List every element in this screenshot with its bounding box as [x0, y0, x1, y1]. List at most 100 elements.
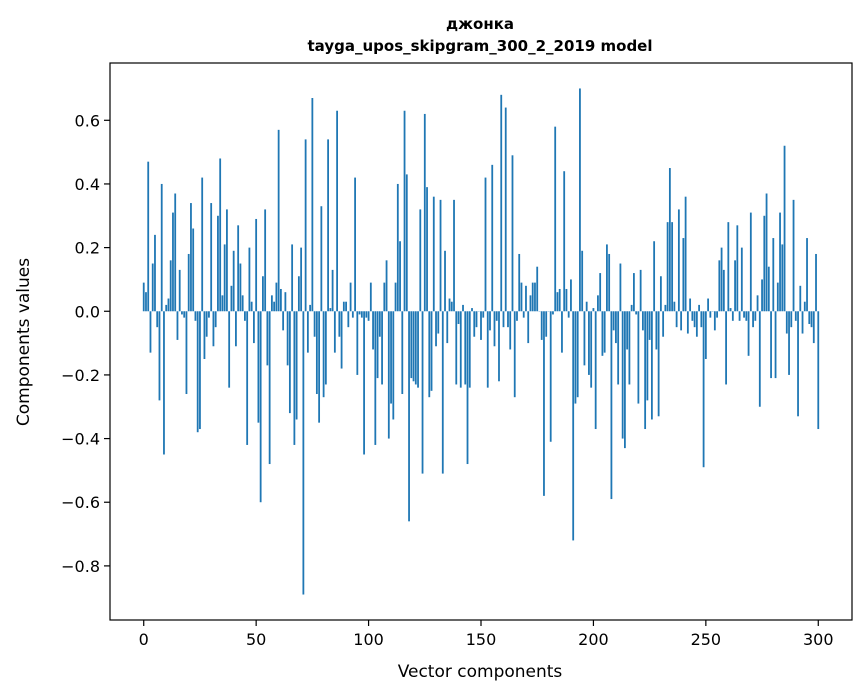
bar: [300, 247, 303, 312]
bar: [399, 241, 401, 312]
bar: [495, 311, 498, 321]
bar: [426, 187, 428, 312]
bar: [282, 311, 285, 331]
bar: [594, 311, 597, 430]
bar: [662, 311, 665, 337]
bar: [435, 311, 437, 347]
bar: [489, 311, 491, 331]
bar: [756, 295, 759, 312]
bar: [264, 209, 267, 312]
bar: [259, 311, 262, 503]
bar: [783, 145, 786, 312]
bar: [545, 311, 548, 337]
bar: [318, 311, 321, 423]
bar: [646, 311, 649, 401]
bar: [302, 311, 305, 595]
bar: [230, 285, 233, 312]
bar: [187, 253, 190, 312]
bar: [396, 183, 399, 312]
bar: [219, 158, 222, 312]
bar: [181, 311, 183, 315]
bar: [250, 301, 253, 312]
bar: [329, 308, 332, 312]
y-tick-label: 0.0: [75, 302, 100, 321]
bar: [509, 311, 512, 350]
bar: [630, 304, 633, 312]
bar: [536, 266, 539, 312]
bar: [147, 161, 150, 312]
bar: [608, 253, 611, 312]
bar: [666, 222, 669, 312]
bar: [725, 311, 727, 385]
bar: [590, 311, 593, 388]
bar: [295, 311, 298, 420]
bar: [695, 311, 698, 337]
bar: [462, 304, 464, 312]
bar: [450, 301, 453, 312]
bar: [320, 206, 323, 312]
bar: [621, 311, 624, 439]
bar: [217, 215, 219, 312]
bar: [372, 311, 374, 350]
bar: [543, 311, 545, 496]
bar: [648, 311, 651, 340]
bar: [403, 110, 406, 312]
bar: [183, 311, 186, 318]
bar: [518, 253, 521, 312]
bar: [268, 311, 271, 465]
bar: [190, 203, 192, 312]
bar: [781, 244, 784, 312]
bar: [765, 193, 768, 312]
bar: [700, 311, 703, 328]
bar: [327, 139, 329, 312]
bar: [376, 311, 379, 379]
bar: [158, 311, 161, 401]
bar: [502, 311, 505, 328]
bar: [810, 311, 813, 328]
bar: [684, 196, 687, 312]
y-tick-label: −0.2: [61, 366, 100, 385]
bar: [531, 282, 534, 312]
bar: [729, 308, 732, 312]
bar: [374, 311, 377, 445]
bar: [498, 311, 500, 382]
bar: [405, 174, 408, 312]
bar: [808, 311, 811, 324]
bar: [473, 311, 476, 337]
bar: [680, 311, 683, 331]
bar: [686, 311, 689, 334]
bar: [471, 308, 473, 312]
bar: [799, 285, 802, 312]
x-tick-label: 150: [466, 630, 497, 649]
bar: [235, 311, 237, 347]
bar: [205, 311, 208, 337]
bar: [644, 311, 647, 430]
bar: [448, 298, 451, 312]
bar: [149, 311, 152, 353]
bar: [713, 311, 716, 331]
bar: [385, 260, 388, 312]
bar: [574, 311, 577, 404]
bar: [790, 311, 793, 328]
bar: [232, 250, 235, 312]
bar: [432, 196, 435, 312]
x-tick-label: 250: [691, 630, 722, 649]
plot-frame: [109, 62, 853, 621]
bar: [363, 311, 365, 455]
bar: [421, 311, 424, 474]
chart-title-line-1: джонка: [446, 15, 514, 33]
bar: [174, 193, 177, 312]
bar: [727, 222, 730, 312]
bar: [675, 311, 678, 328]
bar: [273, 301, 276, 312]
bar: [785, 311, 788, 334]
bar: [738, 311, 741, 321]
bar: [356, 311, 359, 375]
bar: [484, 177, 487, 312]
x-tick-label: 100: [353, 630, 384, 649]
y-tick-label: 0.4: [75, 175, 100, 194]
bar: [707, 298, 709, 312]
bar: [597, 295, 599, 312]
bar: [349, 282, 352, 312]
bar: [529, 295, 532, 312]
